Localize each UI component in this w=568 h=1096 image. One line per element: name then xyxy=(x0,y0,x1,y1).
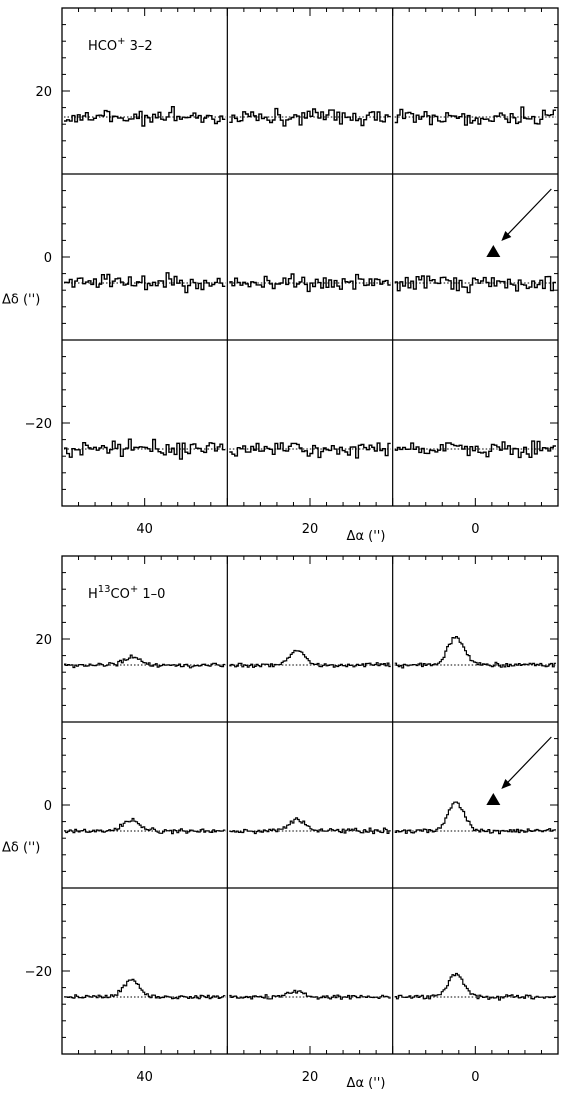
spectrum-trace xyxy=(394,440,556,459)
panel-label-iso: 13 xyxy=(98,584,111,595)
x-tick-label: 40 xyxy=(136,522,153,537)
y-tick-label: 0 xyxy=(44,251,52,266)
panel-label: HCO+ 3–2 xyxy=(88,36,153,54)
plot-frame xyxy=(61,7,559,507)
x-tick-label: 20 xyxy=(302,522,319,537)
panel-label-line: 3–2 xyxy=(125,39,152,54)
spectrum-trace xyxy=(64,817,226,835)
plot-frame xyxy=(61,555,559,1055)
spectrum-trace xyxy=(64,272,226,294)
marker-arrow-head xyxy=(501,231,512,241)
x-tick-label: 0 xyxy=(471,1070,479,1085)
x-tick-label: 20 xyxy=(302,1070,319,1085)
spectrum-trace xyxy=(229,442,391,459)
source-marker-triangle xyxy=(486,245,501,257)
panel-label-sup: + xyxy=(130,584,138,595)
panel-label-mid: CO xyxy=(111,587,130,602)
x-tick-label: 0 xyxy=(471,522,479,537)
x-axis-title: Δα ('') xyxy=(347,1076,386,1091)
x-tick-label: 40 xyxy=(136,1070,153,1085)
spectrum-trace xyxy=(64,106,226,127)
spectrum-trace xyxy=(64,654,226,669)
spectrum-trace xyxy=(64,438,226,460)
panel-label-sup: + xyxy=(117,36,125,47)
spectrum-trace xyxy=(229,989,391,1000)
marker-arrow-shaft xyxy=(502,188,552,240)
spectrum-trace xyxy=(394,275,556,294)
y-tick-label: 0 xyxy=(44,799,52,814)
y-tick-label: 20 xyxy=(35,85,52,100)
y-tick-label: −20 xyxy=(25,417,52,432)
panel-label-main: HCO xyxy=(88,39,117,54)
spectrum-trace xyxy=(394,636,556,669)
spectrum-trace xyxy=(394,801,556,835)
spectrum-trace xyxy=(229,107,391,127)
spectrum-trace xyxy=(394,972,556,1001)
spectrum-trace xyxy=(229,817,391,835)
marker-arrow-head xyxy=(501,779,512,789)
y-axis-title: Δδ ('') xyxy=(2,293,40,308)
spectrum-trace xyxy=(64,978,226,1000)
panel-label: H13CO+ 1–0 xyxy=(88,584,165,602)
spectrum-trace xyxy=(229,649,391,668)
x-axis-title: Δα ('') xyxy=(347,529,386,544)
spectrum-trace xyxy=(229,273,391,293)
y-tick-label: −20 xyxy=(25,965,52,980)
chart-2: 40 20 0 20 0 −20 Δα ('') Δδ ('') H13CO+ 1–0 xyxy=(2,555,559,1091)
chart-1: 40 20 0 20 0 −20 Δα ('') Δδ ('') HCO+ 3–2 xyxy=(2,7,559,544)
y-axis-title: Δδ ('') xyxy=(2,841,40,856)
source-marker-triangle xyxy=(486,793,501,805)
y-tick-label: 20 xyxy=(35,633,52,648)
panel-label-line: 1–0 xyxy=(138,587,165,602)
spectrum-trace xyxy=(394,106,556,126)
panel-label-main: H xyxy=(88,587,98,602)
marker-arrow-shaft xyxy=(502,736,552,788)
